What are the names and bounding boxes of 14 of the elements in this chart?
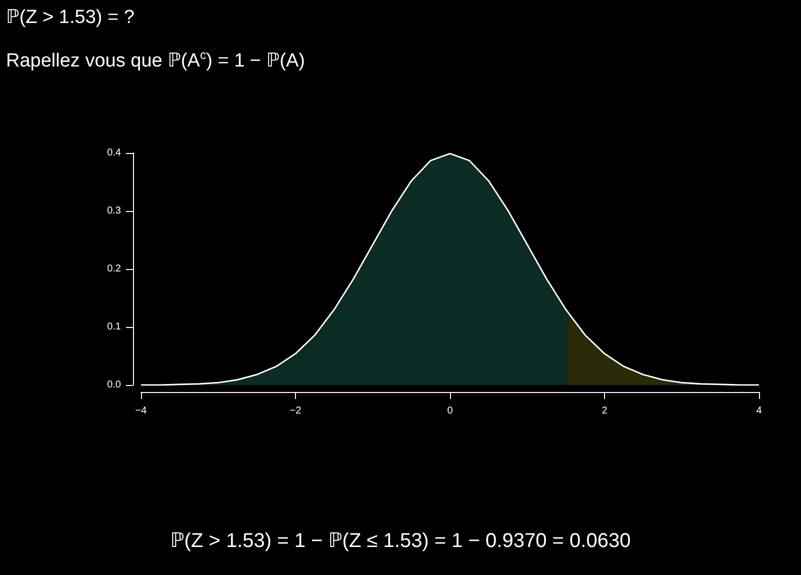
x-tick-label: 0 <box>447 406 454 416</box>
y-tick-label: 0.2 <box>107 264 122 274</box>
chart-subtitle: Rapellez vous que ℙ(A$^{c}$) = 1 − ℙ(A) <box>6 48 305 72</box>
x-tick-label: −4 <box>135 406 148 416</box>
y-tick-label: 0.0 <box>107 380 122 390</box>
text: ℙ(Z > 1.53) = 1 − ℙ(Z ≤ 1.53) = 1 − 0.9370 = 0.0630 <box>170 530 631 552</box>
x-tick-label: −2 <box>290 406 302 416</box>
line-series <box>140 152 760 386</box>
x-tick-label: 2 <box>602 406 608 416</box>
chart-title: ℙ(Z > 1.53) = ? <box>6 7 134 28</box>
y-tick-label: 0.4 <box>107 148 122 158</box>
x-tick-label: 4 <box>756 406 762 416</box>
y-tick-label: 0.1 <box>107 322 122 332</box>
y-tick-label: 0.3 <box>107 206 122 216</box>
